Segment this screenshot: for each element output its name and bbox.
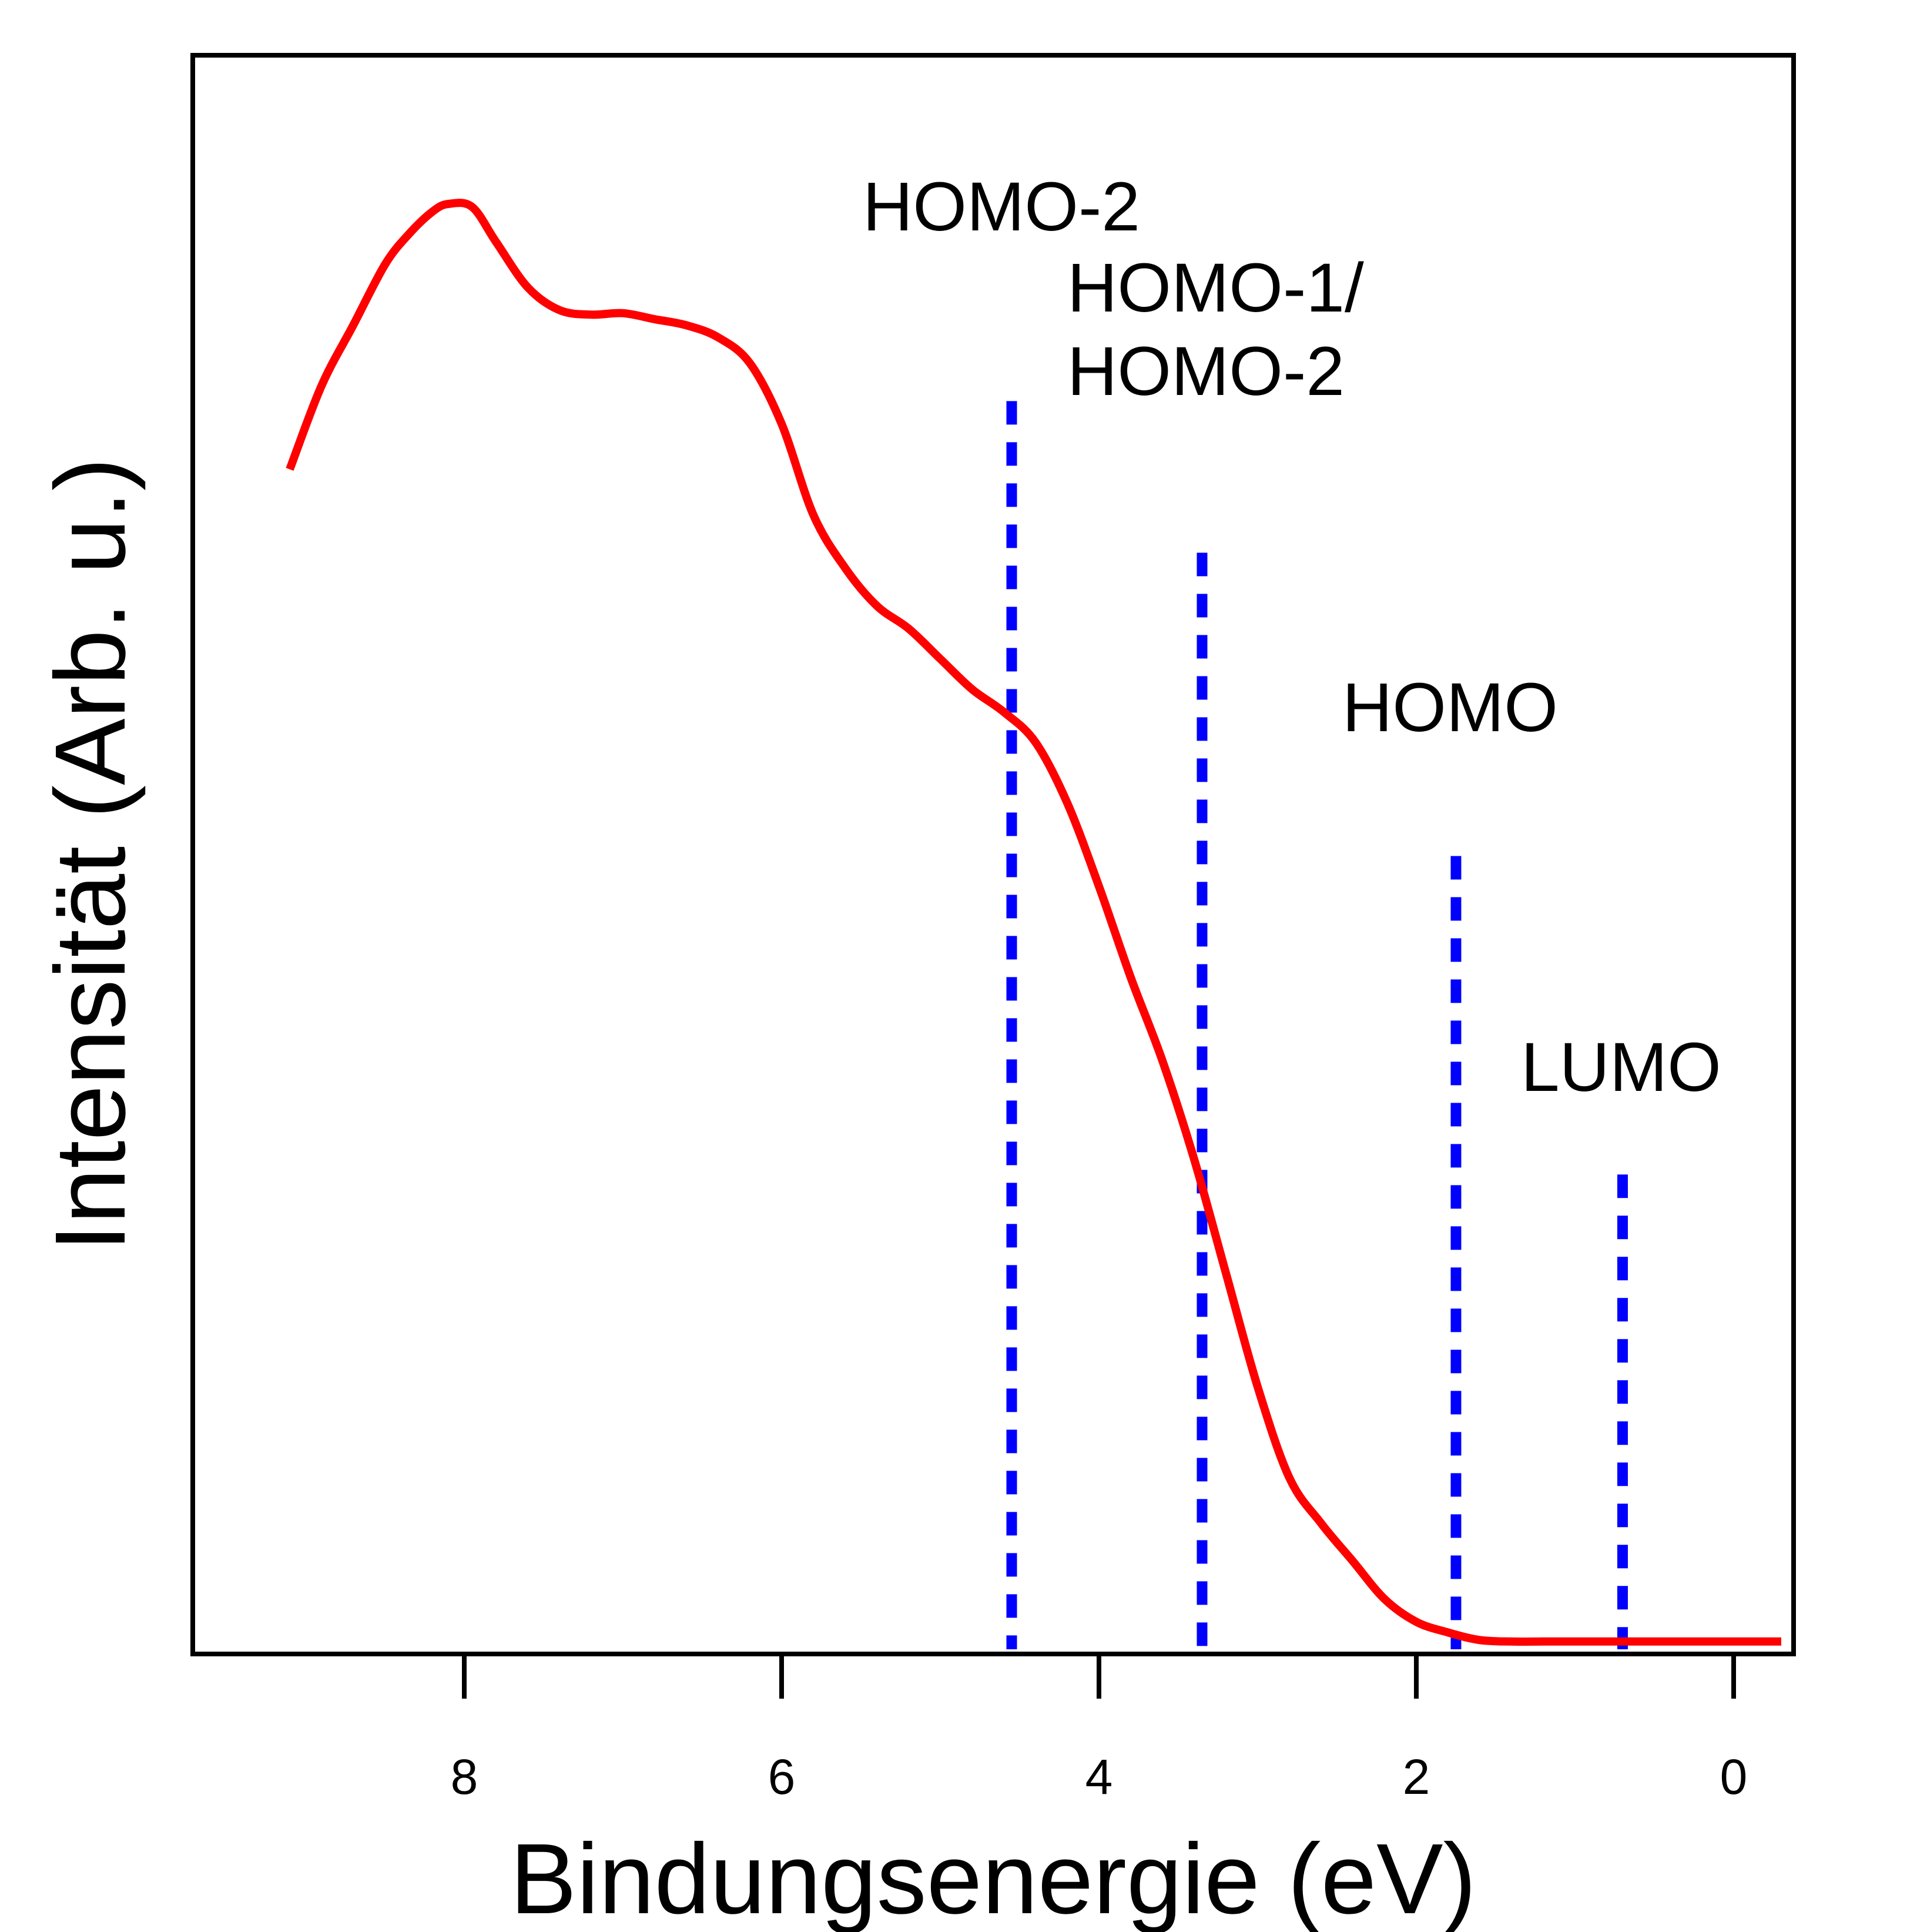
annotation-4-line-1: LUMO [1521, 1029, 1721, 1106]
annotation-1-line-1: HOMO-2 [863, 168, 1140, 246]
annotation-3-line-1: HOMO [1342, 669, 1558, 746]
x-tick-label-6: 6 [768, 1749, 796, 1804]
x-tick-label-4: 4 [1085, 1749, 1113, 1804]
reference-lines [1006, 401, 1628, 1649]
plot-frame [190, 53, 1796, 1656]
spectrum-line [286, 199, 1781, 1646]
y-axis-title: Intensität (Arb. u.) [35, 457, 146, 1251]
spectrum-series [286, 199, 1781, 1646]
x-tick-label-0: 0 [1720, 1749, 1748, 1804]
x-tick-label-2: 2 [1403, 1749, 1430, 1804]
annotation-2-line-1: HOMO-1/ [1067, 249, 1364, 327]
x-tick-label-8: 8 [451, 1749, 478, 1804]
x-axis-title: Bindungsenergie (eV) [510, 1823, 1476, 1932]
annotation-2-line-2: HOMO-2 [1067, 333, 1345, 410]
x-axis-ticks: 8 6 4 2 0 [451, 1656, 1748, 1804]
